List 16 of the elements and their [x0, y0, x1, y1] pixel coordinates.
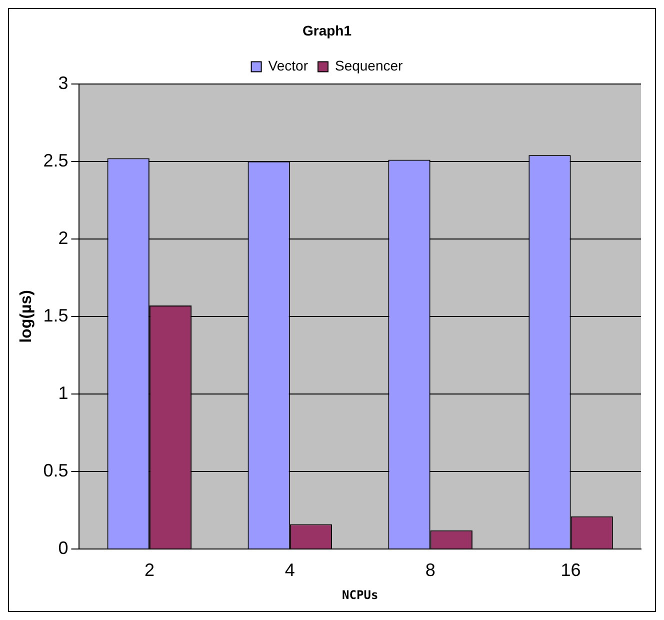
x-tick-label: 8 — [425, 560, 436, 580]
legend-label: Vector — [268, 58, 308, 74]
legend-label: Sequencer — [334, 58, 404, 74]
y-tick-label: 0.5 — [43, 460, 68, 480]
x-tick-label: 2 — [144, 560, 154, 580]
y-tick-label: 1.5 — [43, 305, 68, 326]
y-tick-label: 3 — [58, 72, 68, 93]
y-tick-label: 0 — [58, 538, 68, 558]
y-tick-label: 2.5 — [43, 150, 68, 170]
x-tick-label: 4 — [284, 560, 295, 580]
x-tick-label: 16 — [560, 560, 581, 580]
y-tick-label: 1 — [58, 382, 68, 403]
y-axis-title: log(µs) — [18, 290, 36, 343]
y-tick-label: 2 — [58, 228, 68, 248]
chart-title: Graph1 — [302, 22, 352, 38]
x-axis-title: NCPUs — [342, 588, 378, 602]
